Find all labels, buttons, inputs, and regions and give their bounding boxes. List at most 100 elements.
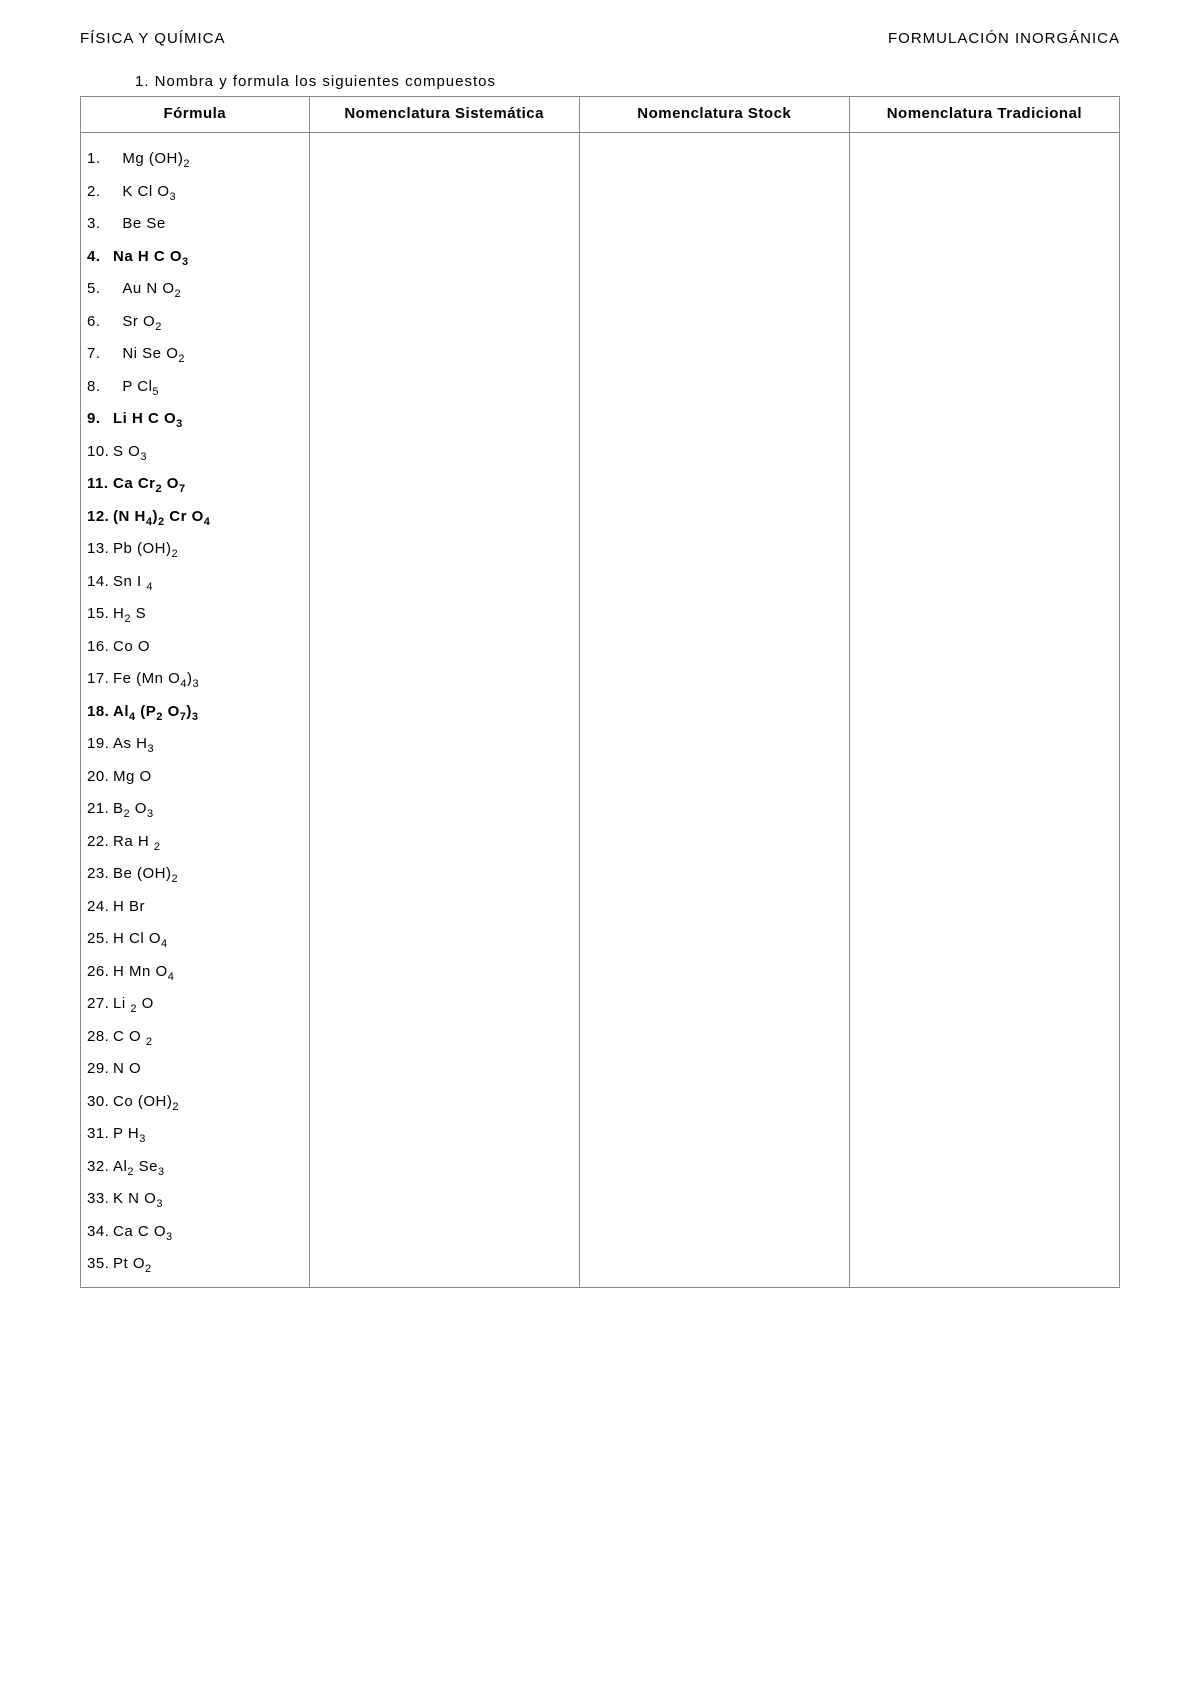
formula-row: 5. Au N O2 — [87, 273, 309, 306]
chemical-formula: Li H C O3 — [113, 403, 183, 436]
formula-row: 19.As H3 — [87, 728, 309, 761]
chemical-formula: Mg O — [113, 761, 152, 794]
formula-row: 2. K Cl O3 — [87, 176, 309, 209]
row-number: 8. — [87, 371, 113, 404]
chemical-formula: Fe (Mn O4)3 — [113, 663, 199, 696]
chemical-formula: K Cl O3 — [122, 176, 176, 209]
formula-row: 12. (N H4)2 Cr O4 — [87, 501, 309, 534]
formula-row: 30.Co (OH)2 — [87, 1086, 309, 1119]
row-number: 35. — [87, 1248, 113, 1281]
chemical-formula: Al4 (P2 O7)3 — [113, 696, 199, 729]
row-number: 4. — [87, 241, 113, 274]
row-number: 29. — [87, 1053, 113, 1086]
formula-row: 14.Sn I 4 — [87, 566, 309, 599]
chemical-formula: C O 2 — [113, 1021, 152, 1054]
row-number: 32. — [87, 1151, 113, 1184]
chemical-formula: N O — [113, 1053, 141, 1086]
chemical-formula: Ra H 2 — [113, 826, 160, 859]
row-number: 34. — [87, 1216, 113, 1249]
formula-row: 34.Ca C O3 — [87, 1216, 309, 1249]
cell-stock-empty — [579, 133, 849, 1288]
row-number: 3. — [87, 208, 113, 241]
chemical-formula: Ni Se O2 — [122, 338, 185, 371]
row-number: 15. — [87, 598, 113, 631]
row-number: 12. — [87, 501, 113, 534]
chemical-formula: (N H4)2 Cr O4 — [113, 501, 210, 534]
row-number: 22. — [87, 826, 113, 859]
formula-row: 8. P Cl5 — [87, 371, 309, 404]
chemical-formula: H Cl O4 — [113, 923, 168, 956]
chemical-formula: H2 S — [113, 598, 146, 631]
cell-tradicional-empty — [849, 133, 1119, 1288]
page-header: FÍSICA Y QUÍMICA FORMULACIÓN INORGÁNICA — [80, 30, 1120, 47]
col-stock: Nomenclatura Stock — [579, 97, 849, 133]
formula-row: 13.Pb (OH)2 — [87, 533, 309, 566]
chemical-formula: Co O — [113, 631, 150, 664]
row-number: 14. — [87, 566, 113, 599]
formula-row: 11. Ca Cr2 O7 — [87, 468, 309, 501]
table-body-row: 1. Mg (OH)22. K Cl O33. Be Se4.Na H C O3… — [81, 133, 1120, 1288]
row-number: 10. — [87, 436, 113, 469]
formula-row: 28.C O 2 — [87, 1021, 309, 1054]
cell-formula-list: 1. Mg (OH)22. K Cl O33. Be Se4.Na H C O3… — [81, 133, 310, 1288]
chemical-formula: Mg (OH)2 — [122, 143, 190, 176]
row-number: 20. — [87, 761, 113, 794]
formula-row: 7. Ni Se O2 — [87, 338, 309, 371]
formula-row: 1. Mg (OH)2 — [87, 143, 309, 176]
row-number: 17. — [87, 663, 113, 696]
formula-row: 10.S O3 — [87, 436, 309, 469]
row-number: 2. — [87, 176, 113, 209]
row-number: 21. — [87, 793, 113, 826]
formula-row: 6. Sr O2 — [87, 306, 309, 339]
formula-row: 15.H2 S — [87, 598, 309, 631]
header-right: FORMULACIÓN INORGÁNICA — [888, 30, 1120, 47]
chemical-formula: As H3 — [113, 728, 154, 761]
chemical-formula: Li 2 O — [113, 988, 154, 1021]
formula-row: 29.N O — [87, 1053, 309, 1086]
col-tradicional: Nomenclatura Tradicional — [849, 97, 1119, 133]
formula-row: 18. Al4 (P2 O7)3 — [87, 696, 309, 729]
row-number: 23. — [87, 858, 113, 891]
row-number: 31. — [87, 1118, 113, 1151]
formula-row: 3. Be Se — [87, 208, 309, 241]
chemical-formula: Au N O2 — [122, 273, 181, 306]
chemical-formula: K N O3 — [113, 1183, 163, 1216]
row-number: 19. — [87, 728, 113, 761]
chemical-formula: S O3 — [113, 436, 147, 469]
formula-row: 32.Al2 Se3 — [87, 1151, 309, 1184]
chemical-formula: Al2 Se3 — [113, 1151, 165, 1184]
formula-row: 17.Fe (Mn O4)3 — [87, 663, 309, 696]
row-pad — [113, 208, 122, 241]
formula-row: 9.Li H C O3 — [87, 403, 309, 436]
header-left: FÍSICA Y QUÍMICA — [80, 30, 225, 47]
row-number: 9. — [87, 403, 113, 436]
row-pad — [113, 143, 122, 176]
chemical-formula: Pt O2 — [113, 1248, 152, 1281]
table-header-row: Fórmula Nomenclatura Sistemática Nomencl… — [81, 97, 1120, 133]
formula-row: 27.Li 2 O — [87, 988, 309, 1021]
formula-row: 31.P H3 — [87, 1118, 309, 1151]
chemical-formula: H Mn O4 — [113, 956, 174, 989]
formula-row: 24.H Br — [87, 891, 309, 924]
row-number: 16. — [87, 631, 113, 664]
chemical-formula: Pb (OH)2 — [113, 533, 178, 566]
col-sistematica: Nomenclatura Sistemática — [309, 97, 579, 133]
row-number: 26. — [87, 956, 113, 989]
row-pad — [113, 273, 122, 306]
row-number: 28. — [87, 1021, 113, 1054]
chemical-formula: Na H C O3 — [113, 241, 189, 274]
chemical-formula: P H3 — [113, 1118, 146, 1151]
chemical-formula: B2 O3 — [113, 793, 154, 826]
row-number: 30. — [87, 1086, 113, 1119]
formula-row: 16.Co O — [87, 631, 309, 664]
chemical-formula: Be (OH)2 — [113, 858, 178, 891]
chemical-formula: Sr O2 — [122, 306, 161, 339]
row-number: 24. — [87, 891, 113, 924]
chemical-formula: Ca C O3 — [113, 1216, 173, 1249]
formula-row: 23.Be (OH)2 — [87, 858, 309, 891]
chemical-formula: Ca Cr2 O7 — [113, 468, 186, 501]
formula-row: 22.Ra H 2 — [87, 826, 309, 859]
chemical-formula: Be Se — [122, 208, 165, 241]
instruction-text: 1. Nombra y formula los siguientes compu… — [135, 73, 1120, 90]
formula-row: 33.K N O3 — [87, 1183, 309, 1216]
